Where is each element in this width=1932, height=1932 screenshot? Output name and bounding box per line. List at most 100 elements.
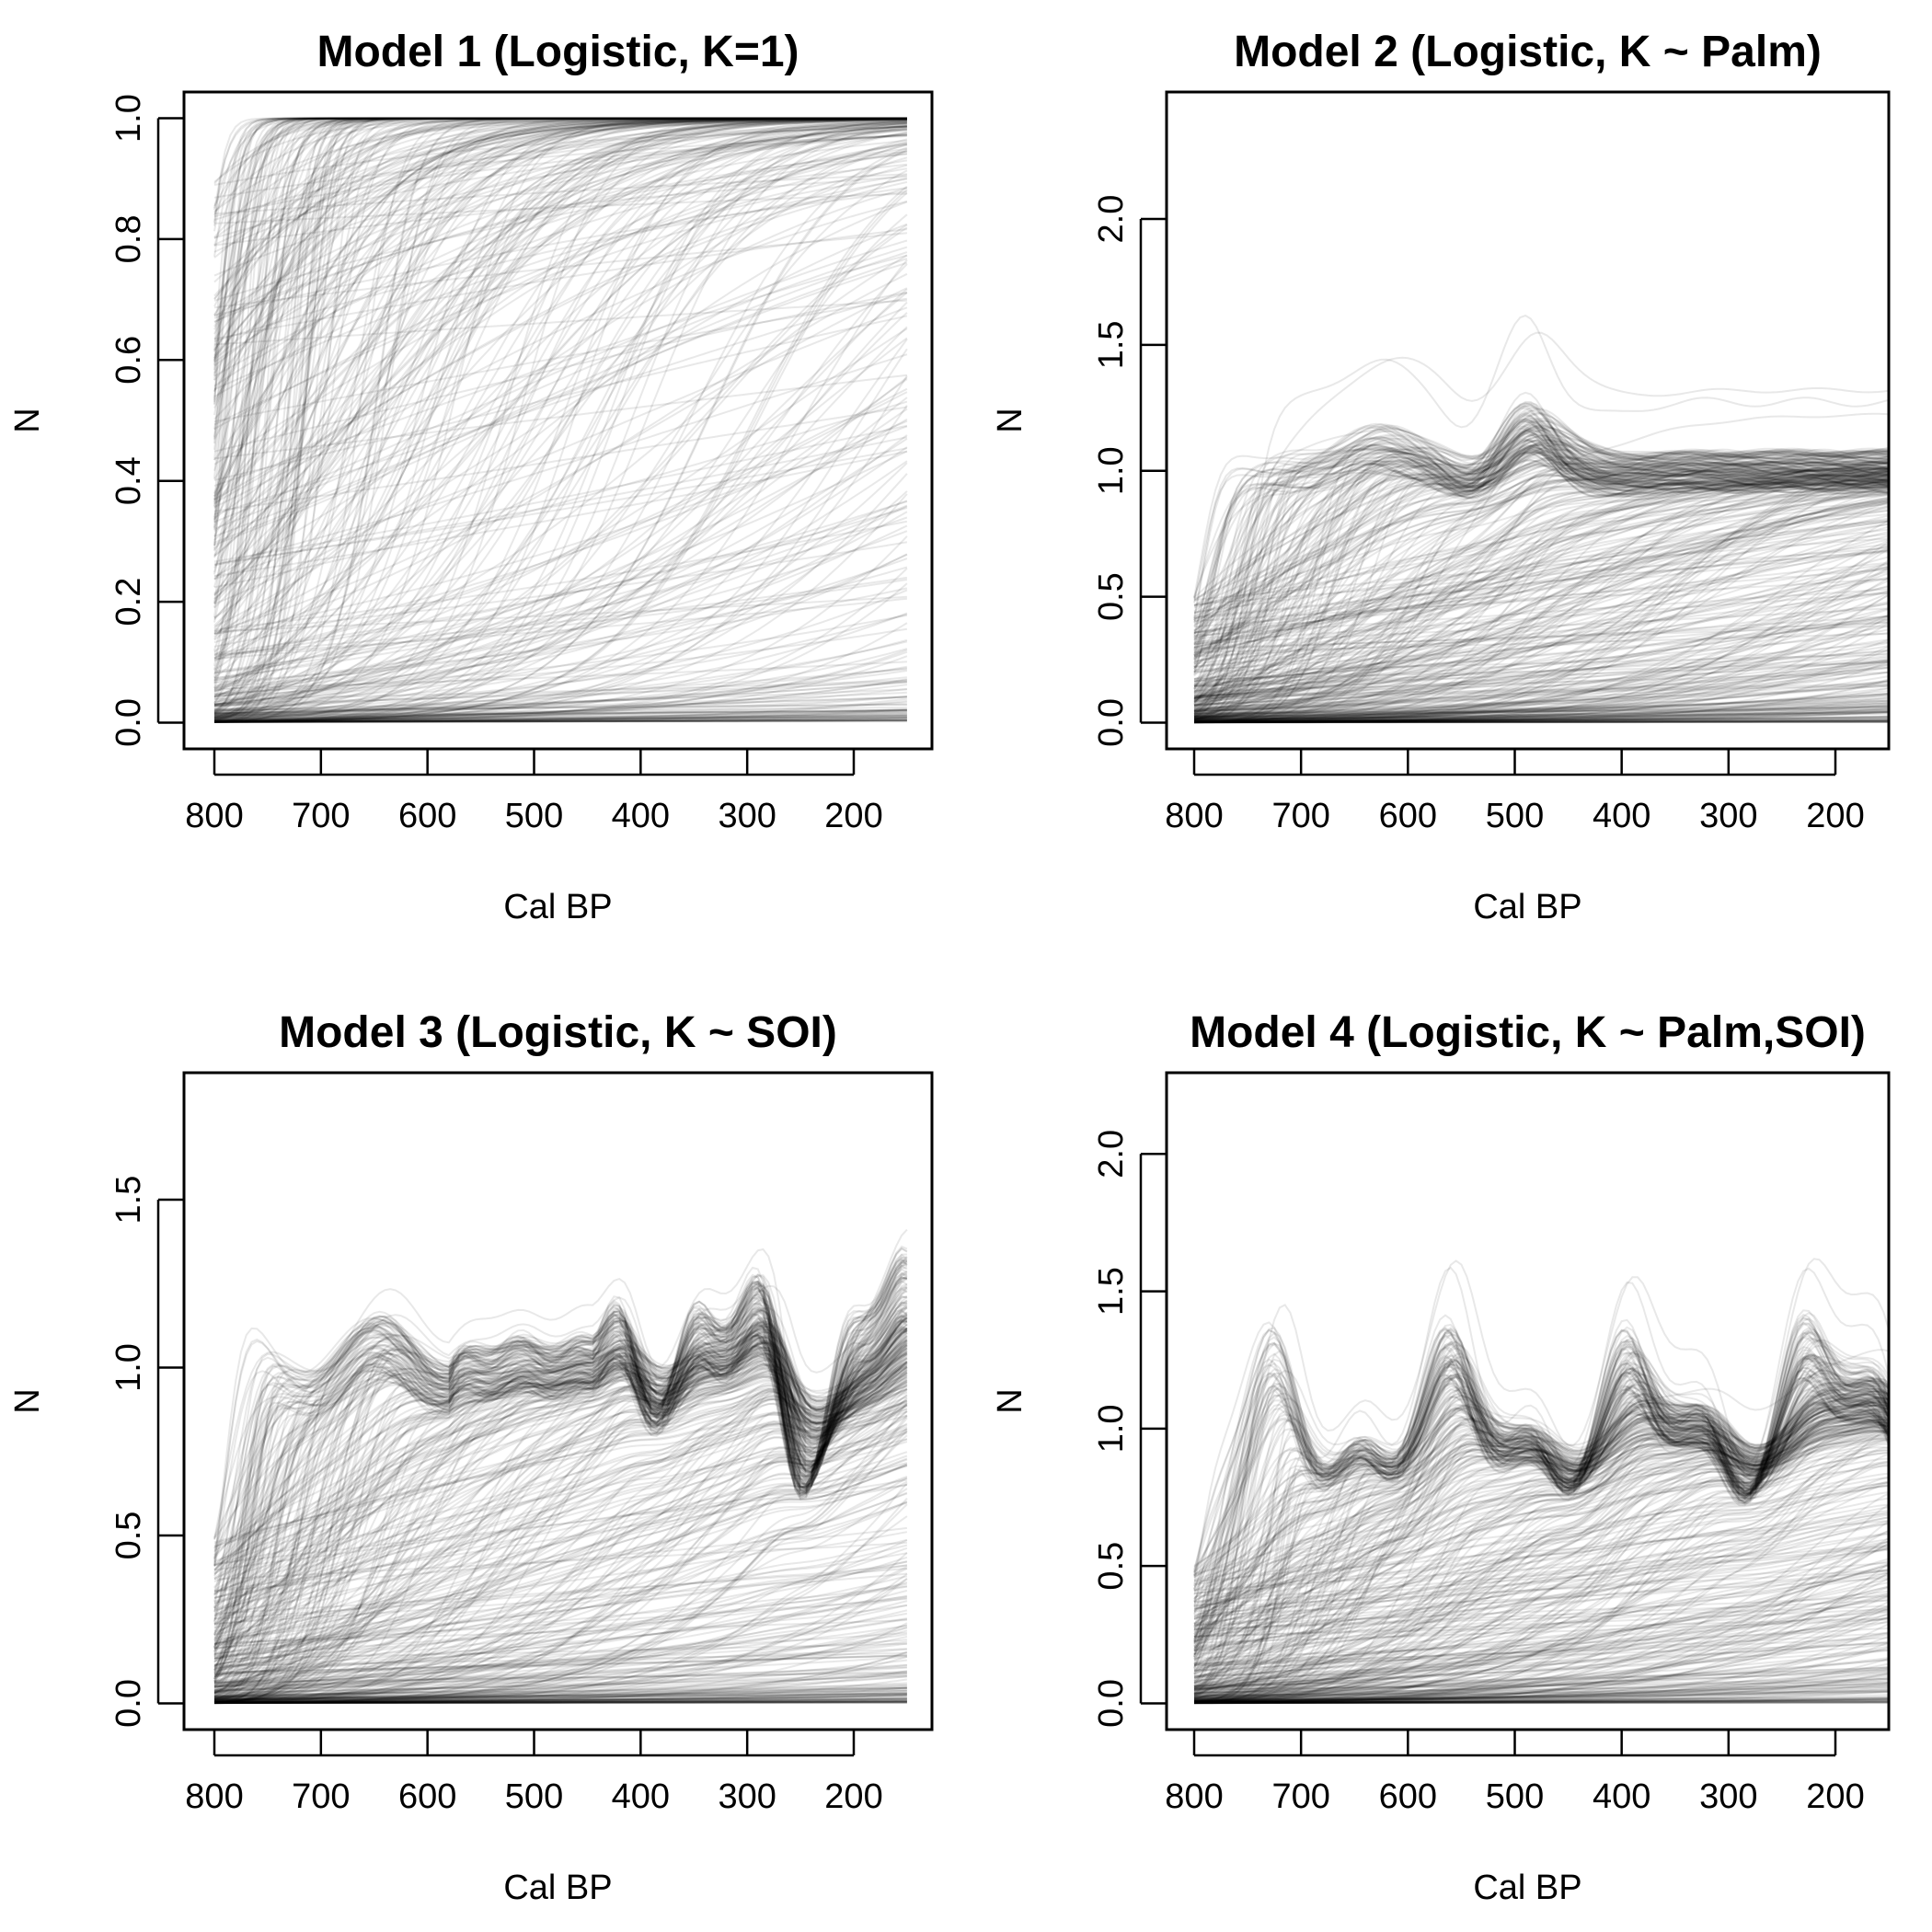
trajectory-line (1194, 710, 1890, 724)
trajectory-line (213, 1287, 908, 1635)
trajectory-line (1193, 446, 1890, 704)
trajectory-line (213, 1405, 908, 1686)
trajectory-line (213, 1484, 908, 1593)
trajectory-line (1193, 1484, 1890, 1608)
trajectory-line (1193, 1393, 1890, 1639)
trajectory-line (1194, 1701, 1890, 1704)
trajectory-line (213, 1324, 908, 1705)
trajectory-line (1193, 1547, 1890, 1678)
trajectory-line (213, 129, 907, 317)
trajectory-line (1194, 1690, 1890, 1696)
trajectory-line (213, 123, 907, 361)
trajectory-line (1193, 414, 1890, 621)
trajectory-line (213, 553, 908, 711)
trajectory-line (213, 1386, 908, 1567)
trajectory-line (213, 133, 907, 324)
trajectory-line (1193, 1349, 1891, 1705)
x-tick-label: 500 (1486, 797, 1544, 835)
trajectory-line (1193, 1491, 1890, 1619)
trajectory-line (213, 424, 908, 563)
trajectory-line (1193, 1398, 1890, 1695)
trajectory-line (1193, 551, 1890, 634)
trajectory-line (214, 1694, 907, 1704)
trajectory-line (1193, 464, 1890, 707)
trajectory-line (1194, 505, 1890, 723)
trajectory-line (213, 299, 907, 346)
trajectory-line (1193, 1380, 1890, 1625)
trajectory-line (1193, 671, 1890, 716)
trajectory-line (213, 117, 907, 523)
trajectory-line (213, 117, 907, 316)
trajectory-line (213, 353, 908, 567)
trajectory-line (213, 173, 907, 215)
trajectory-line (213, 1356, 908, 1590)
plot-frame (1165, 90, 1891, 751)
trajectory-line (1193, 483, 1890, 694)
trajectory-line (1193, 499, 1890, 703)
trajectory-line (1193, 1437, 1890, 1606)
trajectory-line (1193, 663, 1890, 721)
trajectory-line (1193, 1416, 1890, 1702)
trajectory-line (1193, 1339, 1890, 1590)
trajectory-line (1193, 1374, 1890, 1705)
trajectory-line (1193, 418, 1890, 675)
trajectory-line (1193, 1560, 1890, 1672)
trajectory-line (1193, 590, 1890, 685)
trajectory-line (1194, 719, 1890, 723)
trajectory-line (213, 1363, 908, 1625)
trajectory-line (1193, 1605, 1890, 1678)
trajectory-line (213, 681, 907, 715)
trajectory-line (1193, 458, 1890, 657)
trajectory-line (213, 117, 907, 710)
trajectory-line (213, 1597, 907, 1645)
trajectory-line (1193, 1425, 1890, 1605)
trajectory-line (1193, 405, 1890, 716)
trajectory-line (1193, 401, 1890, 690)
trajectory-line (213, 1361, 908, 1704)
trajectory-line (213, 1664, 907, 1698)
trajectory-line (1194, 707, 1890, 723)
trajectory-line (214, 148, 908, 723)
trajectory-line (213, 1341, 908, 1629)
trajectory-line (1193, 447, 1890, 646)
trajectory-line (213, 1280, 908, 1608)
trajectory-line (1193, 1369, 1891, 1658)
trajectory-line (213, 1245, 908, 1562)
trajectory-line (213, 1371, 908, 1552)
trajectory-line (1193, 1540, 1890, 1649)
trajectory-line (213, 164, 908, 628)
trajectory-line (213, 117, 907, 723)
trajectory-line (1193, 1401, 1890, 1595)
trajectory-line (213, 1305, 908, 1703)
trajectory-line (1193, 1375, 1890, 1660)
trajectory-line (213, 117, 907, 699)
trajectory-line (1194, 696, 1890, 723)
trajectory-line (1193, 660, 1890, 711)
trajectory-line (213, 1503, 908, 1704)
trajectory-line (213, 1294, 908, 1673)
trajectory-line (213, 1488, 908, 1697)
trajectory-line (213, 178, 908, 426)
trajectory-line (1193, 451, 1890, 715)
trajectory-line (213, 1430, 908, 1642)
trajectory-line (1193, 1355, 1890, 1658)
trajectory-line (1193, 625, 1890, 650)
trajectory-line (1193, 1384, 1890, 1641)
trajectory-line (1193, 695, 1890, 719)
trajectory-line (1194, 1492, 1890, 1704)
trajectory-line (1193, 1403, 1890, 1704)
trajectory-line (1193, 1446, 1890, 1699)
y-tick-label: 0.0 (1092, 1679, 1131, 1728)
trajectory-line (213, 117, 907, 573)
plot-frame (182, 90, 934, 751)
trajectory-line (213, 1284, 908, 1677)
trajectory-line (213, 511, 908, 706)
trajectory-line (1193, 1409, 1890, 1601)
trajectory-line (213, 1314, 908, 1641)
trajectory-line (213, 1260, 908, 1669)
trajectory-line (1193, 444, 1890, 599)
trajectory-line (1193, 1361, 1890, 1689)
y-axis-label: N (991, 408, 1029, 432)
trajectory-line (213, 1276, 908, 1697)
trajectory-line (213, 1328, 908, 1609)
